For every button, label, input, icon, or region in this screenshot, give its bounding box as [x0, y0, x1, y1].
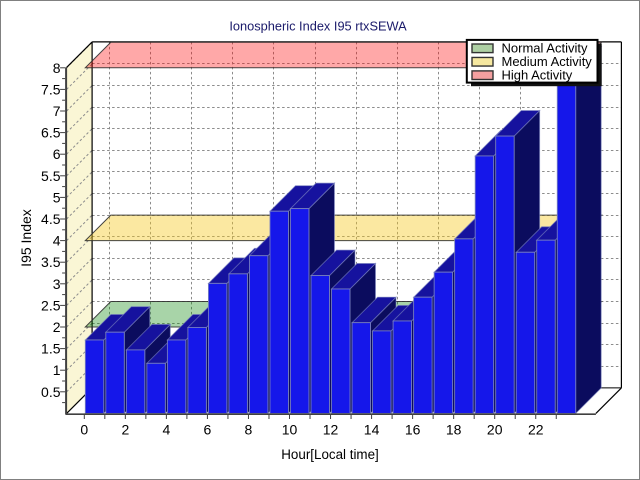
svg-text:20: 20	[487, 422, 503, 438]
svg-text:14: 14	[364, 422, 380, 438]
svg-text:3: 3	[53, 276, 61, 292]
svg-text:8: 8	[245, 422, 253, 438]
svg-text:16: 16	[405, 422, 421, 438]
svg-text:I95 Index: I95 Index	[18, 209, 34, 267]
svg-text:Hour[Local time]: Hour[Local time]	[281, 447, 379, 462]
svg-text:10: 10	[282, 422, 298, 438]
svg-text:6: 6	[53, 146, 61, 162]
svg-text:5: 5	[53, 189, 61, 205]
svg-text:8: 8	[53, 60, 61, 76]
svg-text:0.5: 0.5	[41, 384, 61, 400]
svg-text:1: 1	[53, 362, 61, 378]
svg-text:6.5: 6.5	[41, 125, 61, 141]
svg-text:4.5: 4.5	[41, 211, 61, 227]
svg-text:Ionospheric Index I95 rtxSEWA: Ionospheric Index I95 rtxSEWA	[229, 19, 407, 34]
svg-text:6: 6	[204, 422, 212, 438]
svg-text:Normal Activity: Normal Activity	[502, 41, 588, 56]
svg-text:2.5: 2.5	[41, 297, 61, 313]
svg-text:High Activity: High Activity	[502, 67, 573, 82]
svg-text:12: 12	[323, 422, 339, 438]
svg-text:4: 4	[162, 422, 170, 438]
svg-text:1.5: 1.5	[41, 341, 61, 357]
svg-text:0: 0	[80, 422, 88, 438]
svg-text:22: 22	[528, 422, 544, 438]
svg-text:7.5: 7.5	[41, 81, 61, 97]
svg-text:7: 7	[53, 103, 61, 119]
svg-text:4: 4	[53, 233, 61, 249]
svg-text:2: 2	[53, 319, 61, 335]
svg-text:2: 2	[121, 422, 129, 438]
svg-text:5.5: 5.5	[41, 168, 61, 184]
svg-text:Medium Activity: Medium Activity	[502, 54, 593, 69]
svg-text:18: 18	[446, 422, 462, 438]
svg-text:3.5: 3.5	[41, 254, 61, 270]
